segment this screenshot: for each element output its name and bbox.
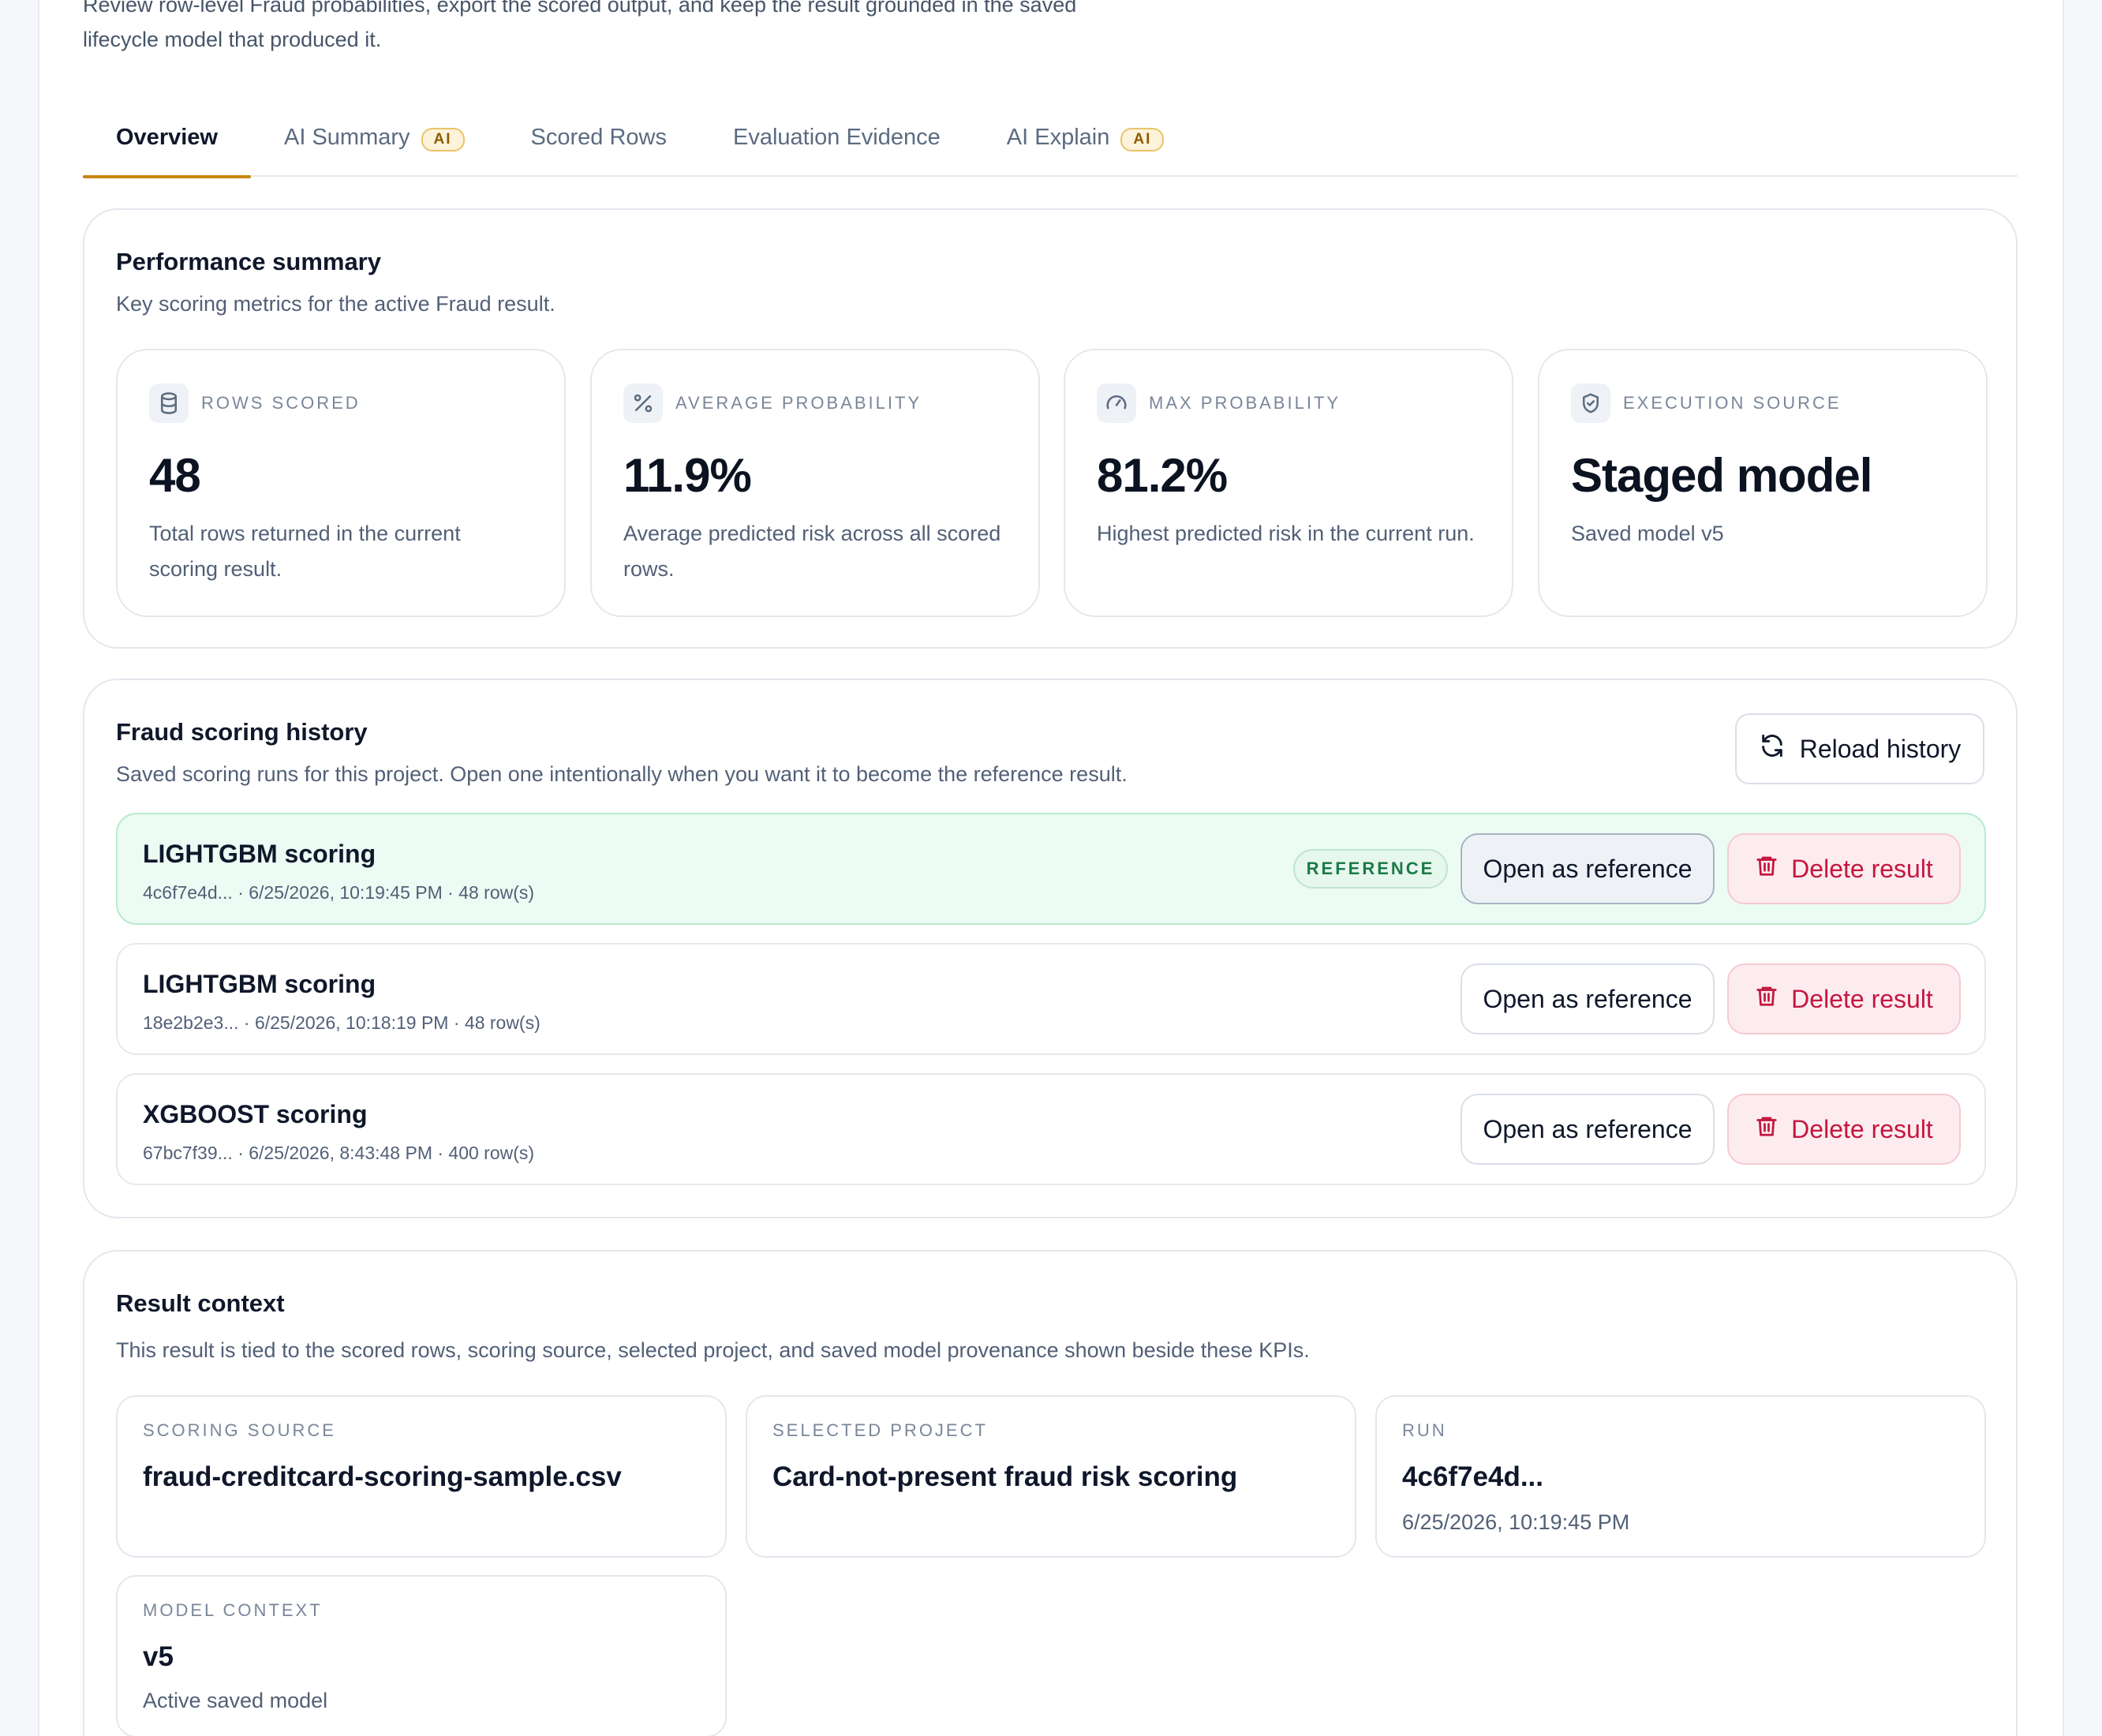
context-model: MODEL CONTEXT v5 Active saved model [116, 1575, 727, 1736]
context-run: RUN 4c6f7e4d... 6/25/2026, 10:19:45 PM [1375, 1395, 1986, 1558]
context-label: MODEL CONTEXT [143, 1600, 323, 1620]
kpi-average-probability: AVERAGE PROBABILITY 11.9% Average predic… [590, 349, 1040, 617]
kpi-description: Highest predicted risk in the current ru… [1097, 522, 1475, 545]
shield-check-icon [1571, 383, 1610, 423]
context-label: SCORING SOURCE [143, 1420, 336, 1440]
button-label: Reload history [1799, 734, 1962, 763]
tab-label: Evaluation Evidence [732, 125, 941, 150]
result-context-card: Result context This result is tied to th… [83, 1250, 2018, 1736]
database-icon [149, 383, 189, 423]
kpi-execution-source: EXECUTION SOURCE Staged model Saved mode… [1538, 349, 1988, 617]
context-label: RUN [1402, 1420, 1447, 1440]
tab-label: AI Summary [283, 125, 410, 150]
history-row-name: LIGHTGBM scoring [143, 970, 376, 998]
kpi-description: Saved model v5 [1571, 522, 1724, 545]
history-row-name: XGBOOST scoring [143, 1100, 368, 1128]
trash-icon [1755, 1114, 1778, 1144]
tab-ai-summary[interactable]: AI Summary AI [251, 115, 498, 177]
context-value: v5 [143, 1641, 174, 1672]
ai-badge: AI [421, 128, 465, 152]
open-as-reference-button[interactable]: Open as reference [1461, 963, 1715, 1034]
context-label: SELECTED PROJECT [772, 1420, 988, 1440]
context-note: 6/25/2026, 10:19:45 PM [1402, 1510, 1630, 1534]
tab-scored-rows[interactable]: Scored Rows [498, 115, 700, 177]
result-tabs: Overview AI Summary AI Scored Rows Evalu… [83, 115, 2018, 178]
trash-icon [1755, 984, 1778, 1014]
history-row-meta: 4c6f7e4d... · 6/25/2026, 10:19:45 PM · 4… [143, 882, 535, 903]
tab-ai-explain[interactable]: AI Explain AI [974, 115, 1198, 177]
kpi-rows-scored: ROWS SCORED 48 Total rows returned in th… [116, 349, 566, 617]
ai-badge: AI [1120, 128, 1165, 152]
context-value: fraud-creditcard-scoring-sample.csv [143, 1461, 622, 1492]
kpi-label: EXECUTION SOURCE [1623, 393, 1842, 413]
button-label: Open as reference [1483, 984, 1692, 1013]
button-label: Delete result [1791, 1114, 1933, 1143]
delete-result-button[interactable]: Delete result [1727, 833, 1961, 904]
history-row: XGBOOST scoring 67bc7f39... · 6/25/2026,… [116, 1073, 1986, 1185]
context-selected-project: SELECTED PROJECT Card-not-present fraud … [746, 1395, 1356, 1558]
gauge-icon [1097, 383, 1136, 423]
scoring-history-card: Fraud scoring history Saved scoring runs… [83, 679, 2018, 1218]
card-title: Fraud scoring history [116, 718, 368, 746]
performance-summary-card: Performance summary Key scoring metrics … [83, 208, 2018, 649]
kpi-label: ROWS SCORED [201, 393, 361, 413]
kpi-value: 81.2% [1097, 449, 1228, 502]
button-label: Delete result [1791, 854, 1933, 883]
history-row-meta: 18e2b2e3... · 6/25/2026, 10:18:19 PM · 4… [143, 1012, 540, 1033]
percent-icon [623, 383, 663, 423]
tab-label: AI Explain [1006, 125, 1110, 150]
tab-label: Overview [116, 125, 218, 150]
open-as-reference-button[interactable]: Open as reference [1461, 833, 1715, 904]
kpi-value: Staged model [1571, 449, 1872, 502]
reload-history-button[interactable]: Reload history [1735, 713, 1984, 784]
refresh-icon [1759, 732, 1786, 765]
context-value: Card-not-present fraud risk scoring [772, 1461, 1238, 1492]
delete-result-button[interactable]: Delete result [1727, 1094, 1961, 1165]
kpi-label: AVERAGE PROBABILITY [675, 393, 922, 413]
context-value: 4c6f7e4d... [1402, 1461, 1543, 1492]
card-subtitle: This result is tied to the scored rows, … [116, 1338, 1310, 1362]
kpi-value: 11.9% [623, 449, 752, 502]
button-label: Open as reference [1483, 1114, 1692, 1143]
kpi-value: 48 [149, 449, 201, 502]
button-label: Open as reference [1483, 854, 1692, 883]
history-row: LIGHTGBM scoring 4c6f7e4d... · 6/25/2026… [116, 813, 1986, 925]
kpi-max-probability: MAX PROBABILITY 81.2% Highest predicted … [1064, 349, 1513, 617]
kpi-description: Average predicted risk across all scored… [623, 522, 1001, 581]
page-description-line-1: Review row-level Fraud probabilities, ex… [83, 0, 1077, 17]
open-as-reference-button[interactable]: Open as reference [1461, 1094, 1715, 1165]
tab-overview[interactable]: Overview [83, 115, 251, 178]
delete-result-button[interactable]: Delete result [1727, 963, 1961, 1034]
tab-label: Scored Rows [530, 125, 667, 150]
card-title: Result context [116, 1289, 285, 1317]
card-subtitle: Key scoring metrics for the active Fraud… [116, 292, 555, 316]
button-label: Delete result [1791, 984, 1933, 1013]
tab-evaluation-evidence[interactable]: Evaluation Evidence [700, 115, 974, 177]
card-title: Performance summary [116, 248, 381, 275]
trash-icon [1755, 854, 1778, 884]
reference-badge: REFERENCE [1293, 849, 1448, 889]
history-row: LIGHTGBM scoring 18e2b2e3... · 6/25/2026… [116, 943, 1986, 1055]
page-description: Review row-level Fraud probabilities, ex… [83, 0, 1203, 57]
kpi-description: Total rows returned in the current scori… [149, 522, 461, 581]
kpi-label: MAX PROBABILITY [1149, 393, 1341, 413]
card-subtitle: Saved scoring runs for this project. Ope… [116, 762, 1128, 786]
context-scoring-source: SCORING SOURCE fraud-creditcard-scoring-… [116, 1395, 727, 1558]
page-description-line-2: lifecycle model that produced it. [83, 28, 382, 51]
history-row-name: LIGHTGBM scoring [143, 840, 376, 868]
context-note: Active saved model [143, 1689, 328, 1712]
history-row-meta: 67bc7f39... · 6/25/2026, 8:43:48 PM · 40… [143, 1143, 535, 1163]
